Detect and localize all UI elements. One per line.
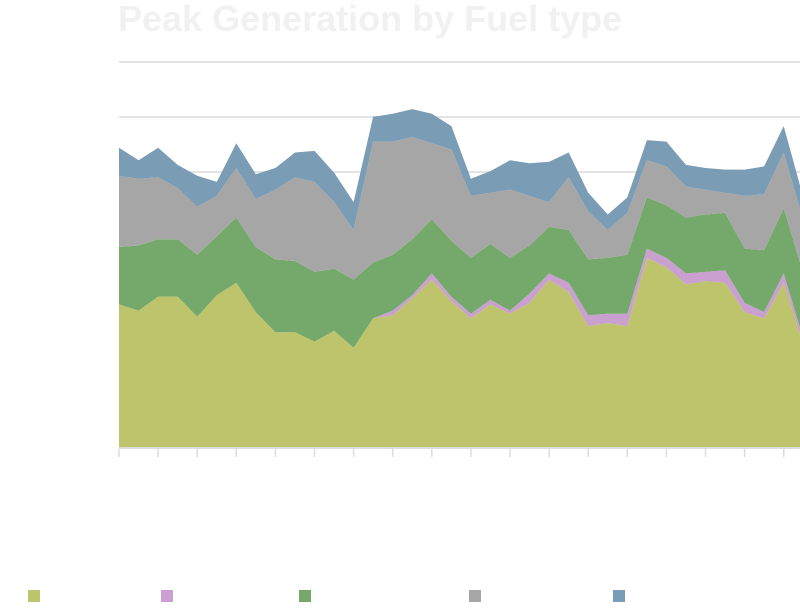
legend-swatch bbox=[613, 590, 625, 602]
legend-item[interactable] bbox=[28, 590, 40, 604]
x-axis bbox=[118, 447, 800, 457]
legend-item[interactable] bbox=[299, 590, 311, 604]
chart-title: Peak Generation by Fuel type bbox=[118, 0, 623, 39]
area-series-2 bbox=[119, 197, 800, 348]
area-series-4 bbox=[119, 109, 800, 230]
area-series-0 bbox=[119, 257, 800, 447]
legend-item[interactable] bbox=[469, 590, 481, 604]
area-series bbox=[119, 109, 800, 447]
legend bbox=[0, 590, 800, 606]
legend-swatch bbox=[469, 590, 481, 602]
legend-item[interactable] bbox=[613, 590, 625, 604]
legend-swatch bbox=[28, 590, 40, 602]
legend-item[interactable] bbox=[161, 590, 173, 604]
legend-swatch bbox=[299, 590, 311, 602]
legend-swatch bbox=[161, 590, 173, 602]
area-series-3 bbox=[119, 137, 800, 280]
